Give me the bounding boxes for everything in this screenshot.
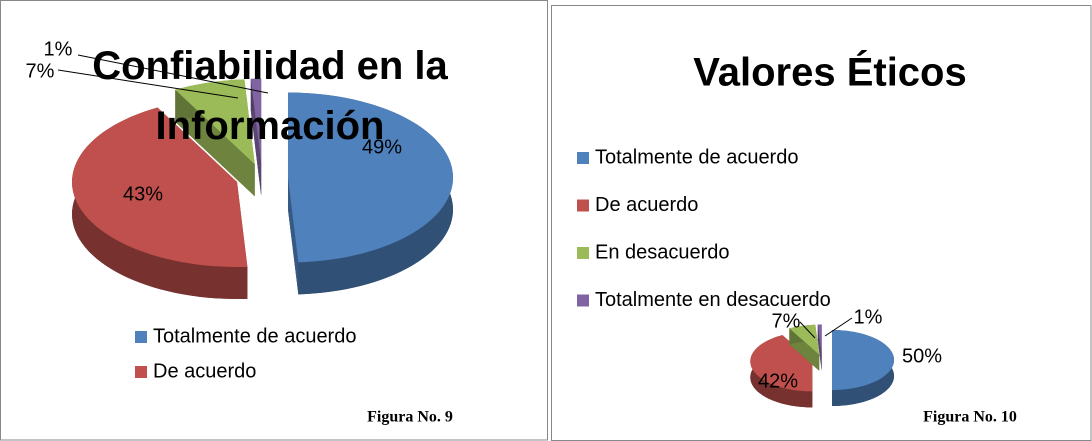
legend-label: Totalmente de acuerdo (153, 325, 356, 347)
legend-label: De acuerdo (595, 194, 698, 216)
leader-line (57, 69, 239, 99)
slice-top (789, 324, 820, 355)
title-line: Información (156, 104, 385, 148)
legend-swatch (577, 199, 589, 212)
pie-slice (789, 324, 820, 371)
pie-slice (750, 335, 813, 408)
panel-border (0, 0, 548, 441)
data-label: 7% (26, 60, 55, 82)
pie-slice (832, 330, 894, 406)
pie-slice (250, 78, 262, 196)
data-label: 42% (758, 370, 798, 392)
leader-line (77, 54, 269, 94)
data-label: 50% (902, 345, 942, 367)
legend-label: Totalmente en desacuerdo (595, 289, 831, 311)
legend-swatch (135, 331, 147, 343)
caption: Figura No. 9 (367, 409, 453, 426)
slice-top (817, 324, 822, 355)
pie-slice (287, 92, 453, 295)
legend-swatch (577, 152, 589, 164)
legend-label: De acuerdo (153, 360, 256, 382)
legend-label: Totalmente de acuerdo (595, 146, 798, 168)
chart-title: Valores Éticos (693, 50, 966, 95)
legend-swatch (135, 366, 147, 378)
leader-line (824, 317, 853, 337)
data-label: 1% (44, 38, 73, 60)
slice-top (287, 92, 453, 263)
slice-top (832, 330, 894, 390)
legend-swatch (577, 294, 589, 307)
data-label: 7% (772, 310, 801, 332)
legend-swatch (577, 247, 589, 259)
data-label: 1% (854, 306, 883, 328)
leader-line (799, 321, 816, 339)
data-label: 49% (362, 136, 402, 158)
chart-title: Confiabilidad en la Información (92, 44, 448, 148)
slice-wall (287, 177, 299, 295)
slice-top (250, 78, 262, 164)
title-line: Confiabilidad en la (92, 44, 448, 88)
pie-slice (175, 79, 255, 197)
caption: Figura No. 10 (923, 409, 1017, 426)
slice-top (175, 79, 255, 165)
legend-label: En desacuerdo (595, 241, 730, 263)
slice-top (72, 107, 248, 267)
pie-slice (817, 324, 822, 371)
data-label: 43% (123, 183, 163, 205)
pie-slice (72, 107, 248, 299)
